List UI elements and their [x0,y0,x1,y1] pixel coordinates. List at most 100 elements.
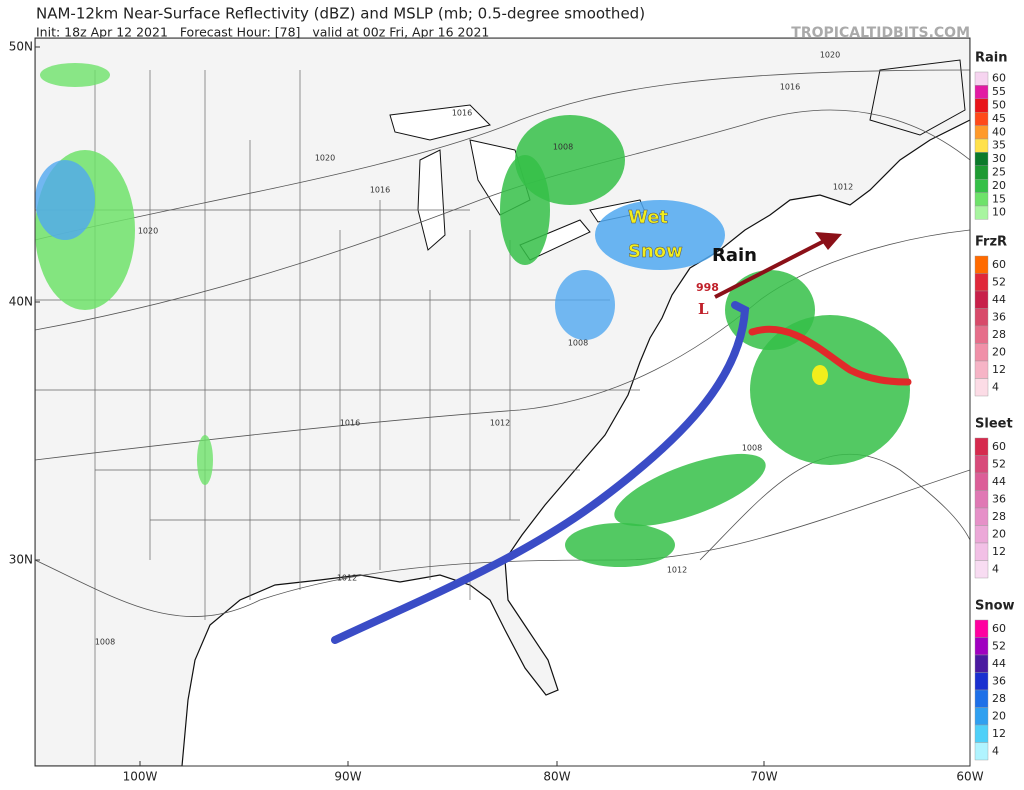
legend-label: 20 [992,709,1006,722]
precipitation [35,63,910,567]
legend-swatch [974,724,989,743]
legend-label: 60 [992,258,1006,271]
legend-swatch [974,192,989,207]
legend-swatch [974,689,989,708]
isobar-label: 1020 [315,154,335,163]
legend-swatch [974,525,989,544]
legend-swatch [974,472,989,491]
legend-swatch [974,507,989,526]
legend-swatch [974,637,989,656]
legend-label: 4 [992,562,999,575]
legend-label: 60 [992,440,1006,453]
legend-swatch [974,98,989,113]
legend-label: 10 [992,206,1006,219]
legend-swatch [974,165,989,180]
legend-swatch [974,178,989,193]
legend-swatch [974,255,989,274]
isobar-label: 1016 [780,83,800,92]
newfoundland [869,59,966,136]
legend-label: 20 [992,345,1006,358]
map-frame [34,37,971,767]
track-arrow [714,236,831,299]
legend-swatch [974,560,989,579]
cold-front [331,301,750,644]
brand: TROPICALTIDBITS.COM [791,25,970,41]
lat-label: 40N [9,295,33,309]
isobar-label: 1008 [742,444,762,453]
legend-swatch [974,325,989,344]
map [34,37,971,767]
isobar-label: 1008 [95,638,115,647]
lon-label: 100W [123,770,158,784]
legend-swatch [974,672,989,691]
legend-swatch [974,654,989,673]
legend-label: 20 [992,527,1006,540]
annotation: L [698,300,709,318]
legend-swatch [974,111,989,126]
legend-title: Snow [975,599,1015,614]
legend-label: 44 [992,475,1006,488]
legend-title: Sleet [975,417,1013,432]
legend-swatch [974,308,989,327]
legend-swatch [974,71,989,86]
legend-label: 50 [992,99,1006,112]
subtitle: Init: 18z Apr 12 2021 Forecast Hour: [78… [36,25,489,40]
legend-swatch [974,490,989,509]
legend-swatch [974,742,989,761]
legend-label: 36 [992,492,1006,505]
warm-front [748,325,912,386]
annotation: Rain [712,245,757,266]
isobar-label: 1012 [833,183,853,192]
isobar-label: 1016 [370,186,390,195]
title: NAM-12km Near-Surface Reflectivity (dBZ)… [36,5,645,23]
legend-label: 55 [992,85,1006,98]
legend-label: 12 [992,363,1006,376]
legend-swatch [974,273,989,292]
legend-label: 12 [992,727,1006,740]
annotation: Wet [628,207,668,228]
legend-swatch [974,619,989,638]
legend-label: 28 [992,692,1006,705]
legend-swatch [974,152,989,166]
arrowhead [815,232,842,250]
isobar-label: 1016 [452,109,472,118]
legend-label: 44 [992,293,1006,306]
legend-label: 30 [992,152,1006,165]
legend-swatch [974,125,989,140]
legend-label: 4 [992,744,999,757]
isobar-label: 1012 [490,419,510,428]
legend-swatch [974,437,989,456]
isobar-label: 1020 [138,227,158,236]
isobar-label: 1012 [337,574,357,583]
legend-swatch [974,542,989,561]
legend-swatch [974,378,989,397]
legend-label: 36 [992,310,1006,323]
lon-label: 70W [750,770,777,784]
isobar-label: 1012 [667,566,687,575]
isobar-label: 1016 [340,419,360,428]
state-lines [35,70,640,766]
isobar-label: 1008 [553,143,573,152]
isobar-label: 1020 [820,51,840,60]
legend-swatch [974,343,989,362]
land [35,38,970,766]
legend-label: 60 [992,622,1006,635]
lat-label: 30N [9,553,33,567]
legend-title: FrzR [975,235,1007,250]
legend-label: 35 [992,139,1006,152]
legend-label: 44 [992,657,1006,670]
legend-label: 36 [992,674,1006,687]
legend-label: 4 [992,380,999,393]
legend-title: Rain [975,51,1008,66]
lon-label: 60W [956,770,983,784]
legend-label: 60 [992,72,1006,85]
lat-label: 50N [9,40,33,54]
legend-label: 40 [992,125,1006,138]
legend-label: 15 [992,192,1006,205]
legend-label: 12 [992,545,1006,558]
annotation: 998 [696,281,719,294]
legend-label: 20 [992,179,1006,192]
legend-label: 52 [992,457,1006,470]
